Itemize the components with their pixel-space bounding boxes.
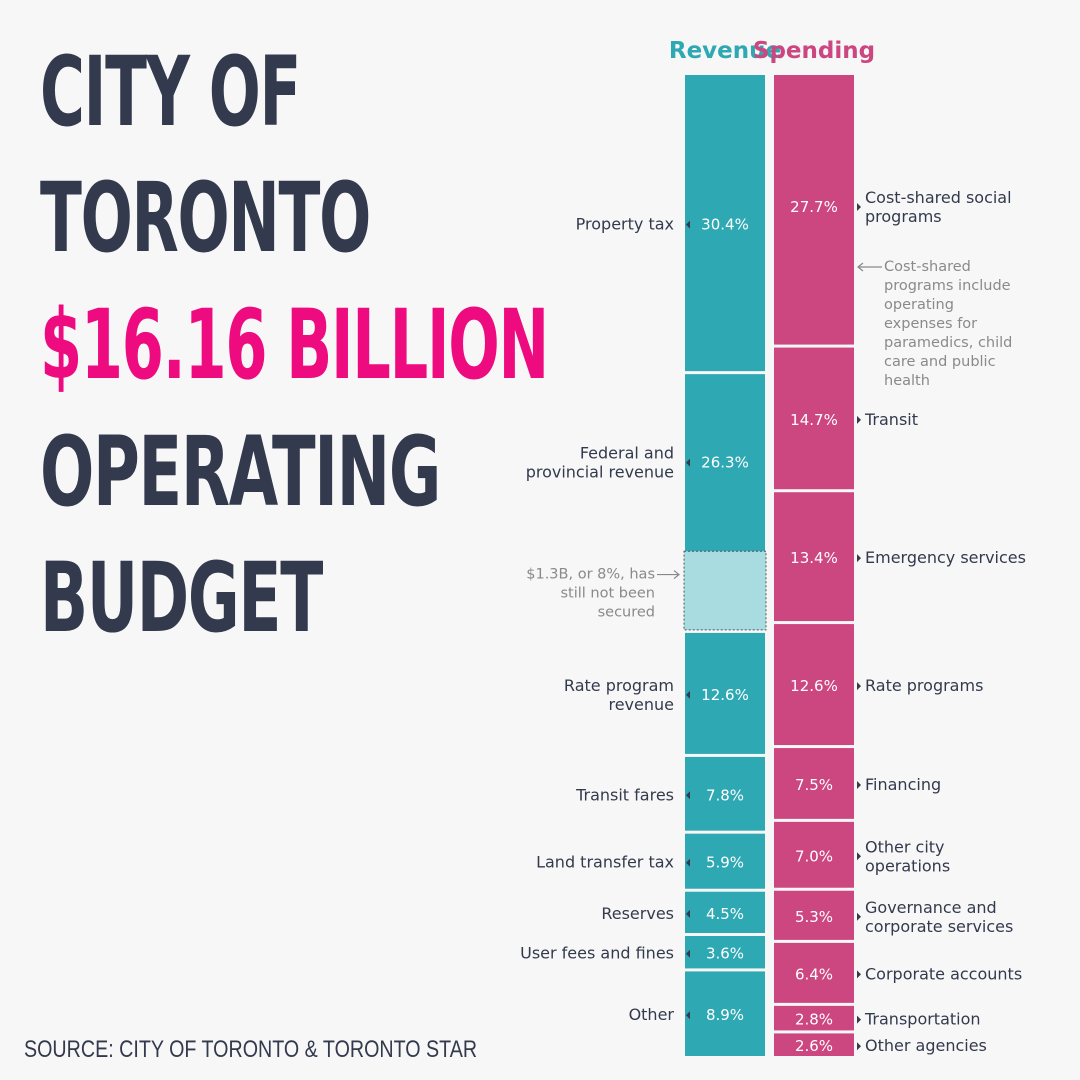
spending-segment [774, 1033, 854, 1056]
spending-category-label: Transit [864, 410, 918, 429]
spending-pointer [857, 912, 861, 921]
spending-pointer [857, 682, 861, 691]
spending-category-label: Emergency services [865, 548, 1026, 567]
revenue-value-label: 7.8% [706, 786, 744, 804]
revenue-pointer [686, 791, 690, 800]
spending-note-arrow [857, 262, 882, 272]
spending-category-label: Financing [865, 775, 941, 794]
revenue-value-label: 3.6% [706, 945, 744, 963]
spending-segment [774, 75, 854, 345]
spending-pointer [857, 970, 861, 979]
spending-value-label: 6.4% [795, 965, 833, 983]
spending-segment [774, 748, 854, 819]
spending-pointer [857, 780, 861, 789]
revenue-category-label: User fees and fines [520, 944, 674, 963]
revenue-segment [685, 891, 765, 933]
spending-category-label: Other city operations [865, 837, 950, 875]
title-line-5: BUDGET [40, 542, 323, 654]
revenue-value-label: 30.4% [701, 216, 749, 234]
spending-segment [774, 890, 854, 940]
revenue-category-label: Federal and provincial revenue [526, 444, 674, 482]
revenue-pointer [686, 858, 690, 867]
spending-pointer [857, 415, 861, 424]
revenue-category-label: Reserves [601, 904, 674, 923]
title-line-3: $16.16 BILLION [40, 289, 549, 401]
spending-category-label: Other agencies [865, 1036, 987, 1055]
spending-segment [774, 624, 854, 746]
spending-pointer [857, 852, 861, 861]
spending-category-label: Corporate accounts [865, 964, 1022, 983]
spending-value-label: 13.4% [790, 549, 838, 567]
spending-value-label: 7.0% [795, 847, 833, 865]
revenue-pointer [686, 1011, 690, 1020]
title-line-4: OPERATING [40, 416, 441, 528]
revenue-pointer [686, 220, 690, 229]
spending-category-label: Transportation [864, 1010, 981, 1029]
spending-category-label: Rate programs [865, 676, 983, 695]
revenue-pointer [686, 690, 690, 699]
spending-pointer [857, 203, 861, 211]
revenue-segment [685, 971, 765, 1056]
revenue-pointer [686, 949, 690, 958]
revenue-value-label: 8.9% [706, 1006, 744, 1024]
revenue-category-label: Property tax [576, 215, 674, 234]
revenue-category-label: Other [629, 1005, 675, 1024]
revenue-segment [685, 936, 765, 969]
spending-pointer [857, 554, 861, 563]
revenue-category-label: Land transfer tax [536, 853, 674, 872]
spending-segment [774, 1005, 854, 1031]
unsecured-arrow [657, 570, 680, 580]
revenue-segment [685, 833, 765, 889]
revenue-pointer [686, 909, 690, 918]
title-line-2: TORONTO [40, 162, 371, 274]
source-note: SOURCE: CITY OF TORONTO & TORONTO STAR [24, 1036, 478, 1063]
spending-value-label: 2.6% [795, 1037, 833, 1055]
spending-value-label: 5.3% [795, 908, 833, 926]
spending-note: Cost-shared programs include operating expe… [884, 259, 1012, 389]
spending-category-label: Cost-shared social programs [865, 188, 1012, 226]
spending-pointer [857, 1015, 861, 1024]
revenue-pointer [686, 458, 690, 467]
spending-value-label: 14.7% [790, 411, 838, 429]
spending-value-label: 12.6% [790, 677, 838, 695]
spending-segment [774, 942, 854, 1003]
revenue-segment [685, 756, 765, 831]
spending-value-label: 7.5% [795, 776, 833, 794]
revenue-value-label: 12.6% [701, 686, 749, 704]
spending-value-label: 2.8% [795, 1011, 833, 1029]
spending-segment [774, 347, 854, 490]
revenue-value-label: 5.9% [706, 854, 744, 872]
revenue-value-label: 4.5% [706, 905, 744, 923]
spending-header: Spending [753, 38, 875, 64]
spending-pointer [857, 1042, 861, 1051]
revenue-category-label: Rate program revenue [564, 676, 674, 714]
spending-value-label: 27.7% [790, 198, 838, 216]
revenue-segment [685, 75, 765, 372]
unsecured-box [683, 550, 767, 631]
revenue-segment [685, 632, 765, 754]
spending-segment [774, 821, 854, 888]
revenue-header: Revenue [669, 38, 781, 64]
revenue-category-label: Transit fares [575, 785, 674, 804]
title-line-1: CITY OF [40, 36, 301, 148]
spending-segment [774, 492, 854, 622]
spending-category-label: Governance and corporate services [865, 898, 1013, 936]
revenue-value-label: 26.3% [701, 454, 749, 472]
unsecured-note: $1.3B, or 8%, has still not been secured [526, 567, 655, 621]
